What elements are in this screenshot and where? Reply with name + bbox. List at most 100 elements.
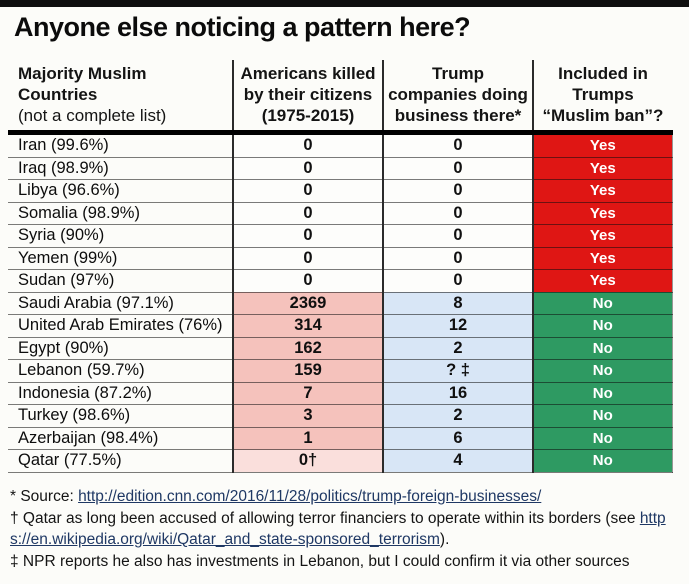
ban-cell: Yes xyxy=(533,247,673,270)
business-cell: ? ‡ xyxy=(383,359,534,383)
business-cell: 4 xyxy=(383,449,534,473)
ban-cell: No xyxy=(533,427,673,450)
wikipedia-link[interactable]: https://en.wikipedia.org/wiki/Qatar_and_… xyxy=(10,509,666,549)
ban-cell: No xyxy=(533,337,673,360)
header-line: companies doing xyxy=(388,85,528,104)
table-row: Lebanon (59.7%) 159 ? ‡ No xyxy=(8,359,673,383)
business-cell: 2 xyxy=(383,404,534,428)
business-cell: 0 xyxy=(383,224,534,248)
table-row: Syria (90%) 0 0 Yes xyxy=(8,224,673,248)
ban-cell: Yes xyxy=(533,269,673,293)
top-crop-bar xyxy=(0,0,689,7)
ban-cell: No xyxy=(533,449,673,473)
page-title: Anyone else noticing a pattern here? xyxy=(14,12,471,42)
header-line: Trump xyxy=(432,64,484,83)
header-line: by their citizens xyxy=(243,85,373,104)
killed-cell: 0 xyxy=(233,247,384,270)
footnote-qatar: † Qatar as long been accused of allowing… xyxy=(10,508,678,551)
country-cell: Saudi Arabia (97.1%) xyxy=(8,292,234,315)
killed-cell: 162 xyxy=(233,337,384,360)
footnotes-section: * Source: http://edition.cnn.com/2016/11… xyxy=(10,486,678,572)
killed-cell: 3 xyxy=(233,404,384,428)
business-cell: 12 xyxy=(383,314,534,338)
country-cell: Qatar (77.5%) xyxy=(8,449,234,473)
col-header-countries: Majority Muslim Countries (not a complet… xyxy=(8,60,234,133)
ban-cell: No xyxy=(533,404,673,428)
country-cell: Iraq (98.9%) xyxy=(8,157,234,180)
footnote-qatar-suffix: ). xyxy=(439,531,450,548)
country-cell: Egypt (90%) xyxy=(8,337,234,360)
table-row: Azerbaijan (98.4%) 1 6 No xyxy=(8,427,673,450)
footnote-source-label: * Source: xyxy=(10,488,79,505)
business-cell: 0 xyxy=(383,157,534,180)
business-cell: 0 xyxy=(383,202,534,225)
country-cell: Turkey (98.6%) xyxy=(8,404,234,428)
killed-cell: 314 xyxy=(233,314,384,338)
table-row: Qatar (77.5%) 0† 4 No xyxy=(8,449,673,473)
ban-cell: Yes xyxy=(533,224,673,248)
business-cell: 8 xyxy=(383,292,534,315)
country-cell: Libya (96.6%) xyxy=(8,179,234,203)
killed-cell: 0 xyxy=(233,132,384,158)
header-line: Included in xyxy=(558,64,648,83)
killed-cell: 2369 xyxy=(233,292,384,315)
killed-cell: 1 xyxy=(233,427,384,450)
business-cell: 16 xyxy=(383,382,534,405)
footnote-source: * Source: http://edition.cnn.com/2016/11… xyxy=(10,486,678,508)
table-row: Egypt (90%) 162 2 No xyxy=(8,337,673,360)
table-row: Turkey (98.6%) 3 2 No xyxy=(8,404,673,428)
footnote-npr: ‡ NPR reports he also has investments in… xyxy=(10,552,630,570)
header-line: (1975-2015) xyxy=(261,106,355,125)
table-row: Iraq (98.9%) 0 0 Yes xyxy=(8,157,673,180)
killed-cell: 0 xyxy=(233,202,384,225)
ban-cell: No xyxy=(533,359,673,383)
business-cell: 6 xyxy=(383,427,534,450)
killed-cell: 0 xyxy=(233,157,384,180)
country-cell: Azerbaijan (98.4%) xyxy=(8,427,234,450)
col-header-muslim-ban: Included in Trumps “Muslim ban”? xyxy=(533,60,672,133)
table-row: Sudan (97%) 0 0 Yes xyxy=(8,269,673,293)
ban-cell: Yes xyxy=(533,202,673,225)
country-cell: Yemen (99%) xyxy=(8,247,234,270)
country-cell: Iran (99.6%) xyxy=(8,132,234,158)
country-cell: United Arab Emirates (76%) xyxy=(8,314,234,338)
countries-table: Majority Muslim Countries (not a complet… xyxy=(8,60,673,473)
col-header-trump-companies: Trump companies doing business there* xyxy=(383,60,534,133)
table-row: Saudi Arabia (97.1%) 2369 8 No xyxy=(8,292,673,315)
header-line: Majority Muslim Countries xyxy=(18,64,147,104)
header-line: “Muslim ban”? xyxy=(542,106,664,125)
killed-cell: 0 xyxy=(233,179,384,203)
country-cell: Sudan (97%) xyxy=(8,269,234,293)
business-cell: 0 xyxy=(383,132,534,158)
country-cell: Lebanon (59.7%) xyxy=(8,359,234,383)
business-cell: 0 xyxy=(383,247,534,270)
country-cell: Indonesia (87.2%) xyxy=(8,382,234,405)
country-cell: Syria (90%) xyxy=(8,224,234,248)
country-cell: Somalia (98.9%) xyxy=(8,202,234,225)
cnn-source-link[interactable]: http://edition.cnn.com/2016/11/28/politi… xyxy=(78,488,542,505)
ban-cell: No xyxy=(533,292,673,315)
header-line: (not a complete list) xyxy=(18,106,167,125)
header-line: business there* xyxy=(394,106,522,125)
ban-cell: No xyxy=(533,382,673,405)
business-cell: 0 xyxy=(383,179,534,203)
killed-cell: 159 xyxy=(233,359,384,383)
table-row: Iran (99.6%) 0 0 Yes xyxy=(8,132,673,158)
table-row: Yemen (99%) 0 0 Yes xyxy=(8,247,673,270)
header-row: Majority Muslim Countries (not a complet… xyxy=(8,60,672,133)
ban-cell: Yes xyxy=(533,157,673,180)
table-row: Somalia (98.9%) 0 0 Yes xyxy=(8,202,673,225)
table-row: Indonesia (87.2%) 7 16 No xyxy=(8,382,673,405)
business-cell: 0 xyxy=(383,269,534,293)
header-line: Trumps xyxy=(572,85,634,104)
killed-cell: 0† xyxy=(233,449,384,473)
business-cell: 2 xyxy=(383,337,534,360)
ban-cell: Yes xyxy=(533,132,673,158)
header-line: Americans killed xyxy=(240,64,376,83)
ban-cell: No xyxy=(533,314,673,338)
ban-cell: Yes xyxy=(533,179,673,203)
col-header-americans-killed: Americans killed by their citizens (1975… xyxy=(233,60,384,133)
table-row: Libya (96.6%) 0 0 Yes xyxy=(8,179,673,203)
killed-cell: 0 xyxy=(233,224,384,248)
footnote-qatar-text: † Qatar as long been accused of allowing… xyxy=(10,509,640,527)
